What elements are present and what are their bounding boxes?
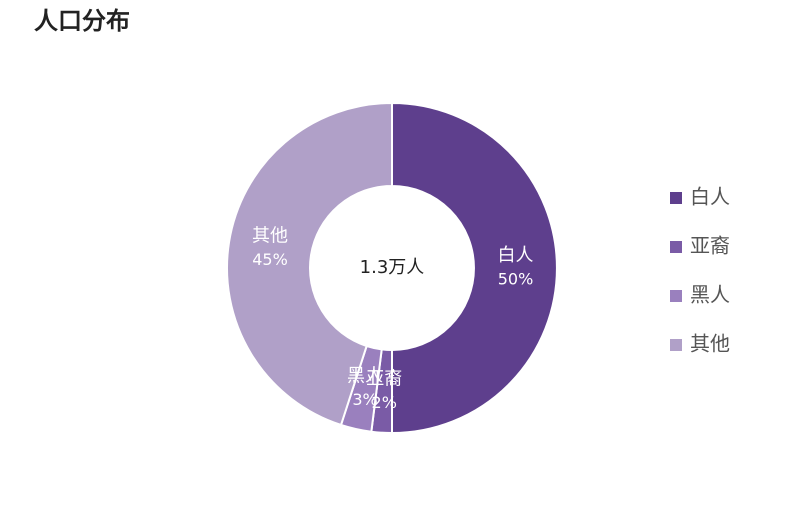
slice-label: 白人 xyxy=(498,245,534,266)
slice-value: 3% xyxy=(352,390,377,409)
slice xyxy=(391,101,558,435)
legend-label: 黑人 xyxy=(690,283,730,307)
center-label: 1.3万人 xyxy=(360,257,425,278)
legend-marker xyxy=(670,290,682,302)
legend-marker xyxy=(670,192,682,204)
slice-label: 黑人 xyxy=(347,366,383,387)
slice-label: 亚裔 xyxy=(366,368,402,389)
slice-value: 45% xyxy=(252,250,288,269)
legend-label: 亚裔 xyxy=(690,234,730,258)
chart-title: 人口分布 xyxy=(34,7,130,35)
legend-marker xyxy=(670,241,682,253)
slice-label: 其他 xyxy=(252,226,288,247)
legend-label: 其他 xyxy=(690,332,730,356)
legend-label: 白人 xyxy=(690,185,730,209)
slice xyxy=(226,101,393,427)
slice-value: 50% xyxy=(498,270,534,289)
donut xyxy=(226,101,558,435)
slice-value: 2% xyxy=(372,393,397,412)
legend-marker xyxy=(670,339,682,351)
